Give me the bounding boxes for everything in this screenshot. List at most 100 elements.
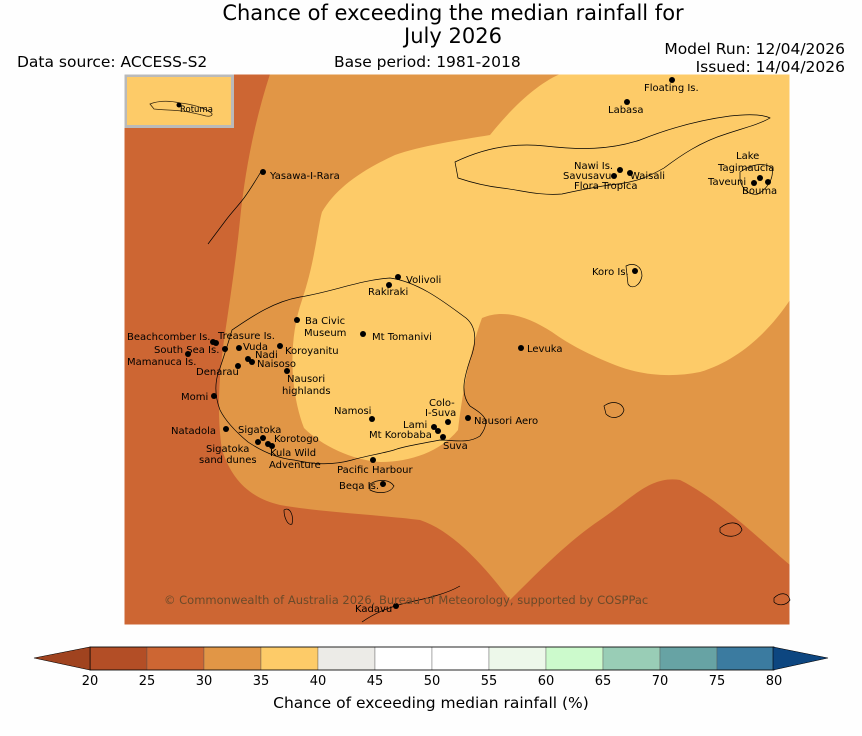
legend-title: Chance of exceeding median rainfall (%): [273, 694, 589, 712]
legend-tick-label: 75: [709, 674, 726, 689]
label-southsea: South Sea Is.: [154, 345, 219, 356]
marker-natadola: [223, 426, 229, 432]
marker-momi: [211, 393, 217, 399]
legend-segment: [488, 646, 547, 671]
legend-segment: [317, 646, 376, 671]
yasawa-chain: [207, 169, 263, 245]
marker-naisoso: [249, 359, 255, 365]
label-levuka: Levuka: [527, 344, 563, 355]
rainfall-map: Rotuma Floating Is. Labasa Yasawa-I-Rara…: [123, 73, 791, 626]
label-kula-1: Kula Wild: [270, 448, 316, 459]
legend-tick-label: 35: [253, 674, 270, 689]
place-labels: Rotuma Floating Is. Labasa Yasawa-I-Rara…: [127, 83, 777, 615]
label-denarau: Denarau: [196, 367, 239, 378]
label-korobaba: Mt Korobaba: [369, 430, 432, 441]
label-nausori-hl-1: Nausori: [287, 374, 325, 385]
legend-segment: [203, 646, 262, 671]
run-info: Model Run: 12/04/2026 Issued: 14/04/2026: [664, 40, 845, 76]
label-waisali: Waisali: [630, 171, 665, 182]
marker-suva: [440, 434, 446, 440]
legend-tick-label: 60: [538, 674, 555, 689]
label-treasure: Treasure Is.: [217, 331, 275, 342]
label-sig-dunes-1: Sigatoka: [206, 444, 249, 455]
eastern-island: [719, 522, 743, 537]
label-nausori-aero: Nausori Aero: [474, 416, 538, 427]
legend-segment: [431, 646, 490, 671]
label-lake-1: Lake: [736, 151, 759, 162]
label-vuda: Vuda: [243, 342, 268, 353]
copyright-notice: © Commonwealth of Australia 2026, Bureau…: [164, 593, 648, 607]
label-mamanuca: Mamanuca Is.: [127, 357, 196, 368]
legend-over-arrow: [772, 646, 829, 671]
label-ba-1: Ba Civic: [305, 316, 345, 327]
title-line-1: Chance of exceeding the median rainfall …: [222, 1, 684, 25]
marker-volivoli: [395, 274, 401, 280]
legend-segment: [659, 646, 718, 671]
marker-nawi: [617, 167, 623, 173]
label-sigatoka: Sigatoka: [238, 425, 281, 436]
label-korotogo: Korotogo: [274, 434, 319, 445]
label-lami: Lami: [403, 420, 427, 431]
label-floating: Floating Is.: [644, 83, 699, 94]
marker-vuda: [236, 345, 242, 351]
label-pacific-harbour: Pacific Harbour: [337, 465, 414, 476]
label-rakiraki: Rakiraki: [368, 287, 408, 298]
label-labasa: Labasa: [608, 105, 644, 116]
issued-date: Issued: 14/04/2026: [695, 58, 845, 76]
marker-lake-tagimaucia: [757, 175, 763, 181]
marker-sigatoka: [260, 435, 266, 441]
chart-title: Chance of exceeding the median rainfall …: [0, 2, 862, 48]
marker-levuka: [518, 345, 524, 351]
label-namosi: Namosi: [334, 406, 371, 417]
legend-tick-label: 30: [196, 674, 213, 689]
legend-tick-label: 25: [139, 674, 156, 689]
label-kadavu: Kadavu: [355, 604, 392, 615]
label-volivoli: Volivoli: [406, 275, 441, 286]
label-nadi: Nadi: [255, 350, 278, 361]
place-markers: [185, 77, 771, 609]
marker-rakiraki: [386, 282, 392, 288]
lau-islands: [603, 402, 625, 418]
marker-treasure: [213, 340, 219, 346]
label-colo-1: Colo-: [429, 398, 455, 409]
legend-tick-label: 65: [595, 674, 612, 689]
label-taveuni: Taveuni: [707, 177, 746, 188]
legend-segment: [545, 646, 604, 671]
marker-lami: [431, 424, 437, 430]
se-island: [773, 593, 791, 606]
marker-taveuni: [751, 180, 757, 186]
legend-under-arrow: [33, 646, 91, 671]
marker-mamanuca: [185, 351, 191, 357]
marker-colo-i-suva: [445, 419, 451, 425]
base-period: Base period: 1981-2018: [334, 53, 521, 71]
label-suva: Suva: [443, 441, 468, 452]
legend-tick-label: 50: [424, 674, 441, 689]
viti-levu-coast: [215, 277, 487, 465]
marker-savusavu: [611, 173, 617, 179]
legend-segment: [89, 646, 148, 671]
label-rotuma: Rotuma: [180, 105, 213, 115]
label-savusavu: Savusavu: [563, 171, 611, 182]
marker-southsea: [222, 346, 228, 352]
marker-koro: [632, 268, 638, 274]
legend-tick-label: 70: [652, 674, 669, 689]
legend-tick-label: 45: [367, 674, 384, 689]
label-kula-2: Adventure: [269, 460, 321, 471]
marker-nausori-highlands: [284, 368, 290, 374]
label-natadola: Natadola: [171, 426, 216, 437]
legend-segment: [716, 646, 775, 671]
kadavu-island: [361, 585, 461, 623]
inset-map: [127, 77, 231, 125]
label-nawi: Nawi Is.: [574, 161, 613, 172]
label-sig-dunes-2: sand dunes: [199, 455, 257, 466]
legend-segment: [602, 646, 661, 671]
marker-namosi: [369, 416, 375, 422]
legend-tick-label: 20: [82, 674, 99, 689]
marker-korobaba: [435, 428, 441, 434]
model-run: Model Run: 12/04/2026: [664, 40, 845, 58]
rotuma-marker: [176, 102, 182, 108]
marker-denarau: [235, 363, 241, 369]
legend-segment: [260, 646, 319, 671]
label-yasawa: Yasawa-I-Rara: [269, 171, 340, 182]
